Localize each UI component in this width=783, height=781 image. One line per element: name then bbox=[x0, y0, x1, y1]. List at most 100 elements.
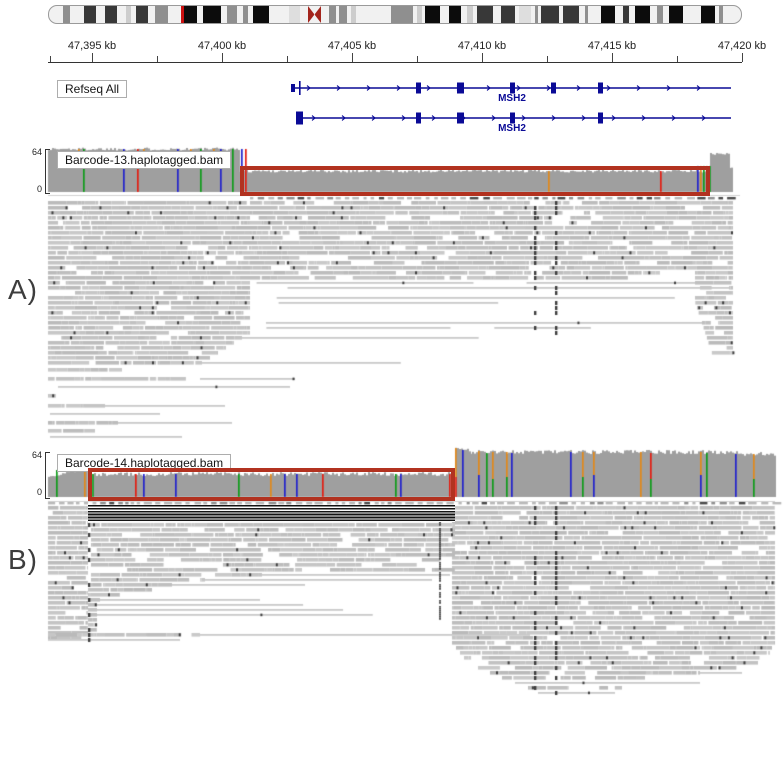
coverage-b-axis-bracket bbox=[45, 452, 50, 499]
strand-arrow-icon bbox=[341, 115, 346, 121]
exon bbox=[510, 112, 515, 124]
strand-arrow-icon bbox=[491, 115, 496, 121]
chromosome-band bbox=[84, 6, 96, 23]
strand-arrow-icon bbox=[581, 115, 586, 121]
strand-arrow-icon bbox=[516, 85, 521, 91]
strand-arrow-icon bbox=[611, 115, 616, 121]
gene-name-label: MSH2 bbox=[498, 123, 526, 134]
strand-arrow-icon bbox=[546, 85, 551, 91]
chromosome-band bbox=[449, 6, 461, 23]
chromosome-band bbox=[477, 6, 493, 23]
chromosome-band bbox=[136, 6, 148, 23]
gene-name-label: MSH2 bbox=[498, 93, 526, 104]
chromosome-band bbox=[701, 6, 715, 23]
chromosome-band bbox=[535, 6, 538, 23]
ruler-minor-tick bbox=[547, 56, 548, 62]
strand-arrow-icon bbox=[366, 85, 371, 91]
strand-arrow-icon bbox=[671, 115, 676, 121]
bam-b-label-box[interactable]: Barcode-14.haplotagged.bam bbox=[57, 454, 232, 472]
chromosome-band bbox=[105, 6, 117, 23]
strand-arrow-icon bbox=[551, 115, 556, 121]
refseq-track-label[interactable]: Refseq All bbox=[57, 80, 128, 98]
exon bbox=[510, 82, 515, 94]
chromosome-band bbox=[339, 6, 347, 23]
chromosome-band bbox=[585, 6, 588, 23]
chromosome-band bbox=[501, 6, 515, 23]
ruler-label: 47,405 kb bbox=[327, 40, 377, 52]
ruler-label: 47,395 kb bbox=[67, 40, 117, 52]
ruler-minor-tick bbox=[417, 56, 418, 62]
ruler-label: 47,420 kb bbox=[717, 40, 767, 52]
strand-arrow-icon bbox=[576, 85, 581, 91]
exon bbox=[291, 84, 295, 92]
chromosome-band bbox=[329, 6, 336, 23]
chromosome-band bbox=[669, 6, 683, 23]
ruler-major-tick bbox=[352, 53, 353, 62]
ruler-minor-tick bbox=[50, 56, 51, 62]
chromosome-band bbox=[635, 6, 650, 23]
bam-b-label-text: Barcode-14.haplotagged.bam bbox=[65, 456, 224, 470]
chromosome-band bbox=[657, 6, 663, 23]
exon bbox=[598, 82, 603, 94]
refseq-label-text: Refseq All bbox=[65, 82, 120, 96]
ruler-major-tick bbox=[612, 53, 613, 62]
chromosome-band bbox=[253, 6, 269, 23]
strand-arrow-icon bbox=[336, 85, 341, 91]
strand-arrow-icon bbox=[371, 115, 376, 121]
strand-arrow-icon bbox=[431, 115, 436, 121]
highlight-rect-b bbox=[88, 468, 455, 501]
highlight-rect-a bbox=[240, 166, 710, 196]
chromosome-band bbox=[63, 6, 70, 23]
chromosome-band bbox=[425, 6, 440, 23]
ruler-major-tick bbox=[92, 53, 93, 62]
chromosome-band bbox=[155, 6, 168, 23]
exon bbox=[296, 111, 303, 125]
chromosome-band bbox=[719, 6, 723, 23]
strand-arrow-icon bbox=[396, 85, 401, 91]
strand-arrow-icon bbox=[666, 85, 671, 91]
ruler-minor-tick bbox=[287, 56, 288, 62]
chromosome-band bbox=[563, 6, 579, 23]
chromosome-band bbox=[541, 6, 559, 23]
chromosome-ideogram[interactable] bbox=[48, 5, 742, 24]
strand-arrow-icon bbox=[486, 85, 491, 91]
coverage-b-min-label: 0 bbox=[36, 487, 42, 497]
stacked-long-reads-b bbox=[88, 505, 455, 522]
exon bbox=[551, 82, 556, 94]
strand-arrow-icon bbox=[306, 85, 311, 91]
ruler-major-tick bbox=[482, 53, 483, 62]
figure-label-b: B) bbox=[8, 544, 38, 575]
strand-arrow-icon bbox=[311, 115, 316, 121]
genome-ruler[interactable]: 47,395 kb 47,400 kb 47,405 kb 47,410 kb 47,4… bbox=[0, 40, 783, 64]
coverage-b-max-label: 64 bbox=[31, 450, 42, 460]
ruler-label: 47,415 kb bbox=[587, 40, 637, 52]
exon bbox=[299, 81, 301, 95]
bam-a-label-box[interactable]: Barcode-13.haplotagged.bam bbox=[57, 151, 232, 169]
strand-arrow-icon bbox=[696, 85, 701, 91]
exon bbox=[416, 112, 421, 124]
ruler-major-tick bbox=[742, 53, 743, 62]
exon bbox=[416, 82, 421, 94]
chromosome-band bbox=[417, 6, 422, 23]
gene-track[interactable]: MSH2 MSH2 bbox=[0, 0, 783, 140]
chromosome-band bbox=[289, 6, 300, 23]
chromosome-band bbox=[203, 6, 221, 23]
chromosome-band bbox=[243, 6, 248, 23]
coverage-a-axis-bracket bbox=[45, 149, 50, 194]
ruler-minor-tick bbox=[677, 56, 678, 62]
ruler-minor-tick bbox=[157, 56, 158, 62]
exon bbox=[598, 112, 603, 124]
chromosome-band bbox=[391, 6, 413, 23]
chromosome-band bbox=[227, 6, 237, 23]
centromere-icon bbox=[308, 6, 315, 23]
chromosome-band bbox=[519, 6, 531, 23]
chromosome-band bbox=[467, 6, 473, 23]
strand-arrow-icon bbox=[636, 85, 641, 91]
strand-arrow-icon bbox=[701, 115, 706, 121]
strand-arrow-icon bbox=[606, 85, 611, 91]
strand-arrow-icon bbox=[521, 115, 526, 121]
chromosome-band bbox=[181, 6, 184, 23]
figure-label-a: A) bbox=[8, 274, 38, 305]
